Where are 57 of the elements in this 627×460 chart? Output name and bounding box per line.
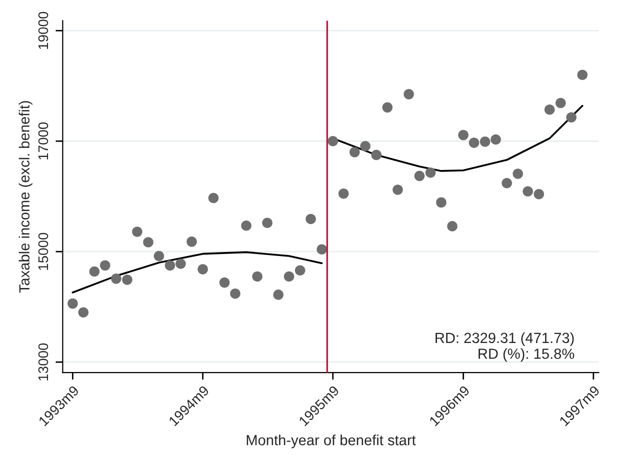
- point: [544, 104, 555, 115]
- point: [68, 298, 78, 309]
- point: [360, 140, 370, 152]
- point: [154, 250, 164, 262]
- point: [502, 178, 512, 188]
- y-tick-label: 15000: [38, 232, 48, 270]
- point: [164, 260, 176, 271]
- point: [78, 307, 89, 318]
- point: [490, 134, 501, 145]
- point: [425, 167, 436, 178]
- point: [414, 170, 425, 182]
- point: [512, 168, 524, 179]
- point: [284, 271, 294, 282]
- point: [100, 260, 110, 271]
- point: [273, 290, 284, 300]
- point: [89, 266, 100, 277]
- y-tick-label: 13000: [38, 343, 48, 380]
- point: [371, 150, 382, 160]
- point: [534, 189, 544, 200]
- point: [198, 264, 208, 274]
- point: [143, 237, 154, 248]
- point: [404, 89, 414, 100]
- point: [262, 218, 272, 228]
- point: [480, 136, 490, 147]
- point: [132, 226, 142, 237]
- line-series: [72, 251, 323, 294]
- point: [241, 220, 252, 231]
- point: [522, 186, 534, 197]
- point: [436, 197, 446, 208]
- point: [219, 277, 230, 288]
- point: [122, 274, 132, 285]
- y-axis-title: Taxable income (excl. benefit): [18, 101, 32, 293]
- point: [316, 244, 327, 255]
- point: [186, 236, 197, 247]
- point: [392, 184, 403, 195]
- point: [577, 70, 588, 80]
- point: [208, 192, 219, 204]
- point: [566, 112, 576, 123]
- point: [338, 188, 349, 199]
- point: [230, 288, 240, 299]
- point: [176, 258, 186, 269]
- point: [447, 221, 458, 232]
- point: [252, 271, 262, 282]
- point: [382, 102, 393, 113]
- annotation: RD (%): 15.8%: [478, 348, 574, 362]
- point: [349, 147, 360, 158]
- x-axis-title: Month-year of benefit start: [246, 434, 416, 448]
- point: [468, 138, 480, 148]
- point: [111, 274, 122, 284]
- point: [328, 136, 338, 146]
- point: [458, 130, 468, 140]
- y-tick-label: 19000: [38, 12, 48, 49]
- annotation: RD: 2329.31 (471.73): [436, 332, 574, 346]
- point: [306, 214, 316, 224]
- point: [555, 98, 566, 108]
- y-tick-label: 17000: [38, 122, 48, 160]
- point: [294, 265, 306, 276]
